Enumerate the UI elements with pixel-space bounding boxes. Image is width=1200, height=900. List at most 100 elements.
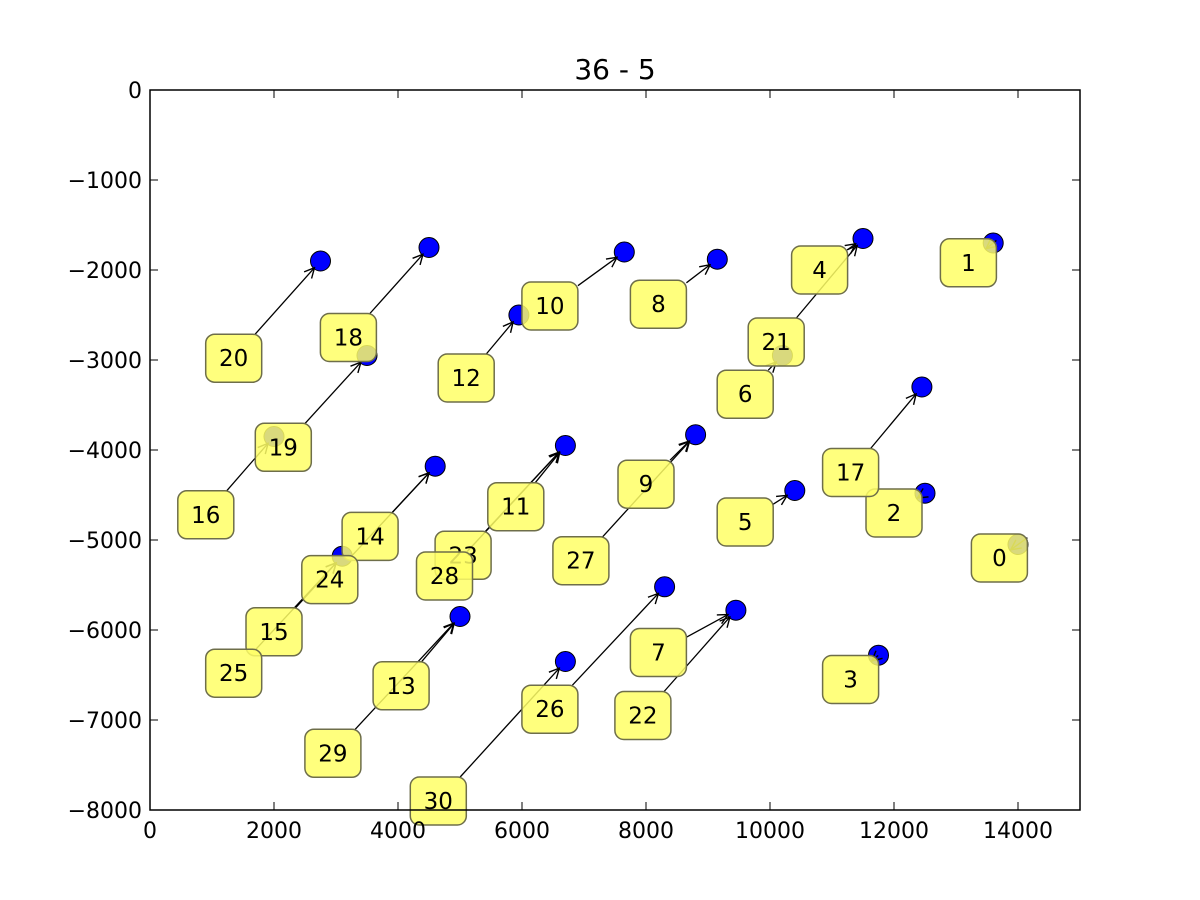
y-tick-label: −3000 xyxy=(68,349,142,374)
y-tick-label: −2000 xyxy=(68,259,142,284)
x-tick-label: 0 xyxy=(143,819,157,844)
annotation-label: 29 xyxy=(304,728,362,779)
annotation-box xyxy=(301,554,359,605)
annotation-text: 30 xyxy=(424,789,453,815)
annotation-box xyxy=(614,690,672,741)
annotation-box xyxy=(409,776,468,826)
annotation-label: 16 xyxy=(177,490,235,540)
annotation-box xyxy=(617,459,675,509)
x-tick-label: 14000 xyxy=(983,819,1053,844)
x-axis: 0 2000 4000 6000 8000 10000 12000 14000 xyxy=(143,90,1053,844)
annotation-box xyxy=(437,353,495,403)
annotation-label: 10 xyxy=(521,281,579,331)
annotation-box xyxy=(552,535,610,586)
annotation-box xyxy=(204,333,263,383)
annotation-arrow xyxy=(663,617,730,692)
data-point xyxy=(418,237,440,258)
x-tick-label: 4000 xyxy=(370,819,426,844)
annotation-box xyxy=(790,245,849,295)
x-tick-label: 6000 xyxy=(494,819,550,844)
data-point xyxy=(310,250,331,272)
annotation-text: 5 xyxy=(738,510,753,536)
annotation-arrow xyxy=(571,593,658,686)
annotation-label: 17 xyxy=(821,447,880,498)
data-point xyxy=(654,576,676,598)
annotation-label: 28 xyxy=(415,551,474,601)
annotation-text: 9 xyxy=(639,472,654,498)
annotation-label: 3 xyxy=(821,654,880,705)
annotation-text: 7 xyxy=(651,641,666,667)
annotation-text: 4 xyxy=(812,258,827,284)
annotation-label: 21 xyxy=(747,317,805,367)
annotation-text: 24 xyxy=(315,568,344,594)
annotation-label: 24 xyxy=(301,554,359,605)
annotation-text: 28 xyxy=(430,564,459,590)
annotation-label: 14 xyxy=(341,511,399,562)
annotation-text: 29 xyxy=(318,741,347,767)
annotation-label: 8 xyxy=(629,279,688,329)
annotation-text: 10 xyxy=(535,294,564,320)
annotation-text: 17 xyxy=(836,461,865,487)
data-point xyxy=(852,228,874,249)
annotation-box xyxy=(716,369,774,419)
annotation-label: 19 xyxy=(254,422,313,473)
annotation-text: 2 xyxy=(887,501,902,527)
annotation-label: 12 xyxy=(437,353,495,403)
annotation-box xyxy=(245,607,303,657)
annotation-text: 19 xyxy=(269,435,298,461)
annotation-box xyxy=(341,511,399,562)
y-tick-label: −6000 xyxy=(68,619,142,644)
y-tick-label: −8000 xyxy=(68,799,142,824)
y-tick-label: −4000 xyxy=(68,439,142,464)
annotation-text: 27 xyxy=(566,549,595,575)
annotation-text: 11 xyxy=(501,495,530,521)
annotation-arrow xyxy=(485,322,513,355)
annotation-box xyxy=(865,488,923,538)
annotation-label: 9 xyxy=(617,459,675,509)
annotation-text: 26 xyxy=(535,697,564,723)
annotation-box xyxy=(629,279,688,329)
annotation-label: 13 xyxy=(372,661,430,711)
chart-title: 36 - 5 xyxy=(574,53,655,86)
annotation-label: 6 xyxy=(716,369,774,419)
annotation-box xyxy=(747,317,805,367)
labels-layer: 0123456789101112131415161718192021222324… xyxy=(177,238,1029,826)
annotation-label: 30 xyxy=(409,776,468,826)
annotation-arrow xyxy=(369,254,423,314)
annotation-arrow xyxy=(870,394,917,449)
data-point xyxy=(554,435,576,456)
annotation-box xyxy=(521,281,579,331)
annotation-label: 20 xyxy=(204,333,263,383)
data-point xyxy=(554,651,576,672)
annotation-arrow xyxy=(577,257,617,287)
annotation-arrow xyxy=(686,265,710,284)
annotation-text: 13 xyxy=(386,674,415,700)
x-tick-label: 10000 xyxy=(735,819,805,844)
annotation-box xyxy=(177,490,235,540)
y-tick-label: −1000 xyxy=(68,169,142,194)
annotation-text: 12 xyxy=(452,366,481,392)
annotation-text: 8 xyxy=(651,292,666,318)
annotation-text: 6 xyxy=(738,382,753,408)
annotation-box xyxy=(204,648,263,698)
annotation-box xyxy=(821,447,880,498)
annotation-label: 1 xyxy=(939,238,998,288)
y-axis: 0 −1000 −2000 −3000 −4000 −5000 −6000 −7000 −800… xyxy=(68,79,1080,824)
annotation-text: 14 xyxy=(355,524,384,550)
annotation-box xyxy=(629,627,688,678)
data-point xyxy=(911,376,933,398)
annotation-text: 3 xyxy=(843,668,858,694)
annotation-box xyxy=(521,684,579,734)
annotation-box xyxy=(716,497,774,547)
data-point xyxy=(685,424,707,446)
annotation-label: 22 xyxy=(614,690,672,741)
annotation-text: 22 xyxy=(628,704,657,730)
annotation-arrow xyxy=(304,362,361,424)
annotation-label: 0 xyxy=(970,533,1029,583)
data-point xyxy=(706,248,728,270)
annotation-text: 25 xyxy=(219,661,248,687)
annotation-box xyxy=(254,422,313,473)
annotation-box xyxy=(821,654,880,705)
data-point xyxy=(725,599,747,621)
annotation-box xyxy=(415,551,474,601)
